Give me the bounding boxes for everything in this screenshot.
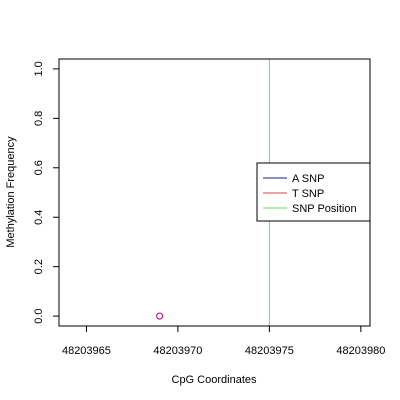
y-tick-label-1: 0.2 [33,259,45,274]
y-tick-label-5: 1.0 [33,61,45,76]
legend-label-2: SNP Position [292,203,357,215]
y-tick-label-0: 0.0 [33,308,45,323]
x-tick-label-2: 48203975 [245,345,294,357]
legend-box [256,162,371,222]
y-tick-label-2: 0.4 [33,210,45,225]
x-tick-label-0: 48203965 [62,345,111,357]
y-tick-label-3: 0.6 [33,160,45,175]
legend-label-1: T SNP [292,188,324,200]
x-axis-label: CpG Coordinates [172,374,257,386]
data-point-0 [156,312,164,320]
y-axis: 0.0 0.2 0.4 0.6 0.8 1.0 [33,61,60,324]
x-axis: 48203965 48203970 48203975 48203980 [62,325,385,357]
x-tick-label-3: 48203980 [336,345,385,357]
legend: A SNP T SNP SNP Position [256,162,371,222]
y-tick-label-4: 0.8 [33,111,45,126]
x-tick-label-1: 48203970 [153,345,202,357]
legend-label-0: A SNP [292,173,324,185]
y-axis-label: Methylation Frequency [5,136,17,248]
